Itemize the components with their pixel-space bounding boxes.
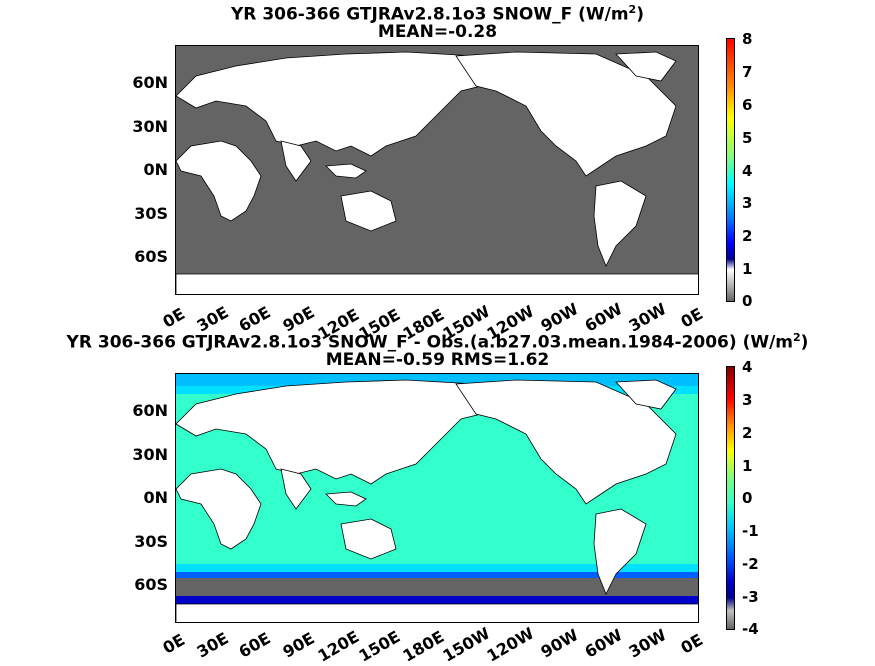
panel1-subtitle: MEAN=-0.28 (377, 22, 498, 42)
panel2-cb-tick: -3 (742, 588, 759, 606)
panel2-cb-tick: 3 (742, 391, 753, 409)
panel2-cb-tick: 0 (742, 489, 753, 507)
panel2-cb-tick: -2 (742, 555, 759, 573)
panel2-colorbar (726, 366, 735, 630)
panel1-cb-tick: 4 (742, 162, 753, 180)
panel1-cb-tick: 7 (742, 63, 753, 81)
panel1-cb-tick: 0 (742, 292, 753, 310)
panel1-lat-60s: 60S (134, 247, 168, 266)
panel2-lat-60n: 60N (132, 401, 168, 420)
panel2-lon-90w: 90W (537, 625, 582, 662)
panel1-cb-tick: 5 (742, 129, 753, 147)
panel1-title: YR 306-366 GTJRAv2.8.1o3 SNOW_F (W/m2) (231, 3, 644, 25)
panel1-colorbar (726, 38, 735, 302)
panel1-map-svg (176, 51, 698, 294)
panel2-lat-30n: 30N (132, 445, 168, 464)
panel2-lon-30e: 30E (193, 628, 232, 662)
panel1-cb-tick: 2 (742, 227, 753, 245)
panel2-lon-60e: 60E (235, 628, 274, 662)
panel2-subtitle: MEAN=-0.59 RMS=1.62 (325, 350, 550, 370)
panel2-lon-30w: 30W (625, 625, 670, 662)
panel2-cb-tick: 4 (742, 358, 753, 376)
panel2-lon-0e: 0E (159, 630, 189, 658)
panel1-cb-tick: 3 (742, 194, 753, 212)
panel1-map (175, 45, 699, 295)
panel1-lat-0n: 0N (143, 160, 168, 179)
panel1-land (176, 51, 698, 294)
panel2-lon-120e: 120E (314, 626, 363, 666)
panel2-lon-90e: 90E (279, 628, 318, 662)
panel2-lon-150e: 150E (355, 626, 404, 666)
panel2-lat-60s: 60S (134, 575, 168, 594)
panel2-lat-30s: 30S (134, 532, 168, 551)
panel2-lon-0e-end: 0E (677, 630, 707, 658)
panel2-lon-120w: 120W (483, 623, 538, 666)
panel1-lat-30n: 30N (132, 117, 168, 136)
panel2-land (176, 379, 698, 622)
panel2-map-svg (176, 374, 698, 622)
panel2-lon-150w: 150W (439, 623, 494, 666)
panel2-map (175, 373, 699, 623)
panel2-lat-0n: 0N (143, 488, 168, 507)
panel2-lon-60w: 60W (581, 625, 626, 662)
panel2-cb-tick: -4 (742, 620, 759, 638)
panel2-lon-180e: 180E (399, 626, 448, 666)
panel1-cb-tick: 6 (742, 96, 753, 114)
panel1-cb-tick: 8 (742, 30, 753, 48)
panel2-cb-tick: 1 (742, 457, 753, 475)
panel2-band-masked (176, 578, 698, 598)
panel2-cb-tick: -1 (742, 522, 759, 540)
panel2-cb-tick: 2 (742, 424, 753, 442)
panel1-cb-tick: 1 (742, 260, 753, 278)
panel2-band-south3 (176, 596, 698, 604)
panel1-lat-60n: 60N (132, 73, 168, 92)
panel2-band-south2 (176, 572, 698, 580)
panel1-lat-30s: 30S (134, 204, 168, 223)
panel2-title: YR 306-366 GTJRAv2.8.1o3 SNOW_F - Obs.(a… (66, 331, 809, 353)
panel2-band-south1 (176, 564, 698, 574)
